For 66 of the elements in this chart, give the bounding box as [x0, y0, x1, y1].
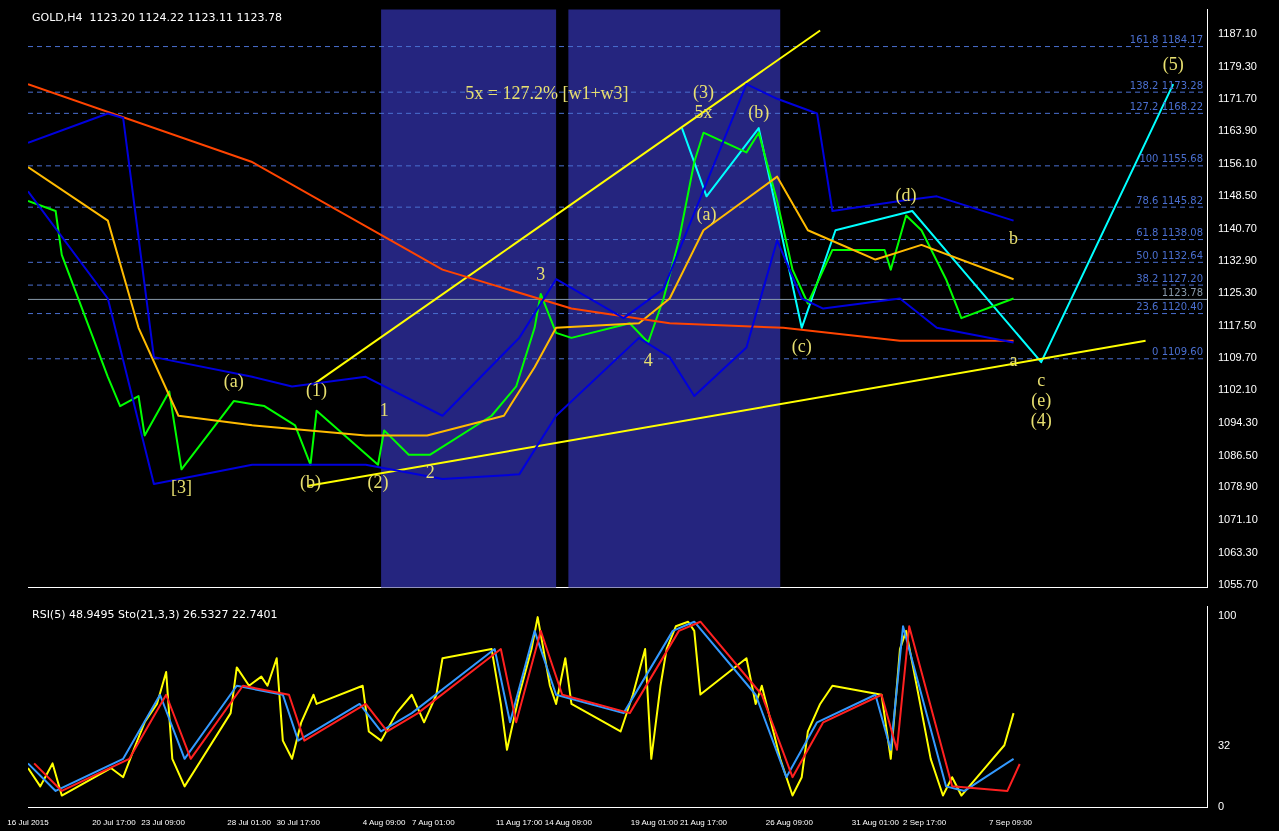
- ref-line-label: 38.2 1127.20: [1136, 272, 1203, 284]
- annotation: (b): [748, 102, 770, 124]
- ref-line-label: 78.6 1145.82: [1136, 194, 1203, 206]
- y-tick-label: 1109.70: [1218, 351, 1257, 364]
- x-tick-label: 26 Aug 09:00: [765, 818, 814, 828]
- ref-line-label: 138.2 1173.28: [1129, 79, 1203, 91]
- ref-line-label: 50.0 1132.64: [1136, 249, 1203, 261]
- ref-line-label: 161.8 1184.17: [1129, 34, 1203, 46]
- y-tick-label: 1187.10: [1218, 27, 1257, 40]
- y-tick-label: 1140.70: [1218, 221, 1257, 234]
- chart-title: GOLD,H4 1123.20 1124.22 1123.11 1123.78: [32, 10, 282, 24]
- y-tick-label: 1078.90: [1218, 480, 1258, 493]
- ref-line-label: 100 1155.68: [1139, 153, 1203, 165]
- x-tick-label: 28 Jul 01:00: [227, 818, 272, 828]
- y-tick-label: 1102.10: [1218, 383, 1257, 396]
- ref-line-label: 61.8 1138.08: [1136, 227, 1203, 239]
- y-tick-label: 1156.10: [1218, 157, 1257, 170]
- y-tick-label: 1071.10: [1218, 513, 1258, 526]
- annotation: (a): [696, 204, 717, 226]
- x-tick-label: 30 Jul 17:00: [276, 818, 321, 828]
- x-tick-label: 19 Aug 01:00: [630, 818, 679, 828]
- x-tick-label: 31 Aug 01:00: [851, 818, 900, 828]
- y-tick-label: 0: [1218, 800, 1225, 813]
- x-tick-label: 2 Sep 17:00: [902, 818, 947, 828]
- annotation: (3): [692, 82, 714, 104]
- x-tick-label: 4 Aug 09:00: [362, 818, 407, 828]
- y-tick-label: 1086.50: [1218, 448, 1258, 461]
- chart-title: RSI(5) 48.9495 Sto(21,3,3) 26.5327 22.7401: [32, 607, 278, 621]
- annotation: 1: [379, 400, 389, 421]
- y-tick-label: 1132.90: [1218, 254, 1257, 267]
- annotation: c: [1037, 369, 1046, 390]
- y-tick-label: 1171.70: [1218, 91, 1257, 104]
- annotation: (e): [1031, 389, 1052, 411]
- annotation: (4): [1030, 409, 1052, 431]
- y-tick-label: 1055.70: [1218, 577, 1258, 590]
- x-tick-label: 14 Aug 09:00: [544, 818, 593, 828]
- annotation: (1): [306, 380, 328, 402]
- ref-line-label: 1123.78: [1161, 287, 1203, 299]
- x-tick-label: 21 Aug 17:00: [679, 818, 728, 828]
- y-tick-label: 1179.30: [1218, 59, 1257, 72]
- y-tick-label: 1163.90: [1218, 124, 1257, 137]
- ref-line-label: 23.6 1120.40: [1136, 301, 1203, 313]
- x-tick-label: 16 Jul 2015: [7, 818, 50, 828]
- annotation: 2: [425, 462, 435, 483]
- y-tick-label: 100: [1218, 609, 1237, 622]
- x-tick-label: 7 Sep 09:00: [988, 818, 1033, 828]
- x-tick-label: 7 Aug 01:00: [411, 818, 456, 828]
- y-tick-label: 32: [1218, 739, 1231, 752]
- y-tick-label: 1063.30: [1218, 545, 1258, 558]
- annotation: (5): [1162, 53, 1184, 75]
- y-tick-label: 1125.30: [1218, 286, 1257, 299]
- y-tick-label: 1094.30: [1218, 415, 1258, 428]
- x-tick-label: 11 Aug 17:00: [495, 818, 544, 828]
- annotation: 3: [536, 263, 546, 284]
- y-tick-label: 1117.50: [1218, 318, 1257, 331]
- ref-line-label: 127.2 1168.22: [1129, 100, 1203, 112]
- y-tick-label: 1148.50: [1218, 188, 1257, 201]
- x-tick-label: 20 Jul 17:00: [92, 818, 137, 828]
- annotation: [3]: [171, 477, 193, 498]
- annotation: b: [1009, 228, 1019, 249]
- annotation: 4: [643, 350, 653, 371]
- annotation: (c): [791, 335, 812, 357]
- ref-line-label: 0 1109.60: [1152, 346, 1203, 358]
- annotation: (2): [367, 472, 389, 494]
- annotation: (a): [223, 370, 244, 392]
- x-tick-label: 23 Jul 09:00: [141, 818, 186, 828]
